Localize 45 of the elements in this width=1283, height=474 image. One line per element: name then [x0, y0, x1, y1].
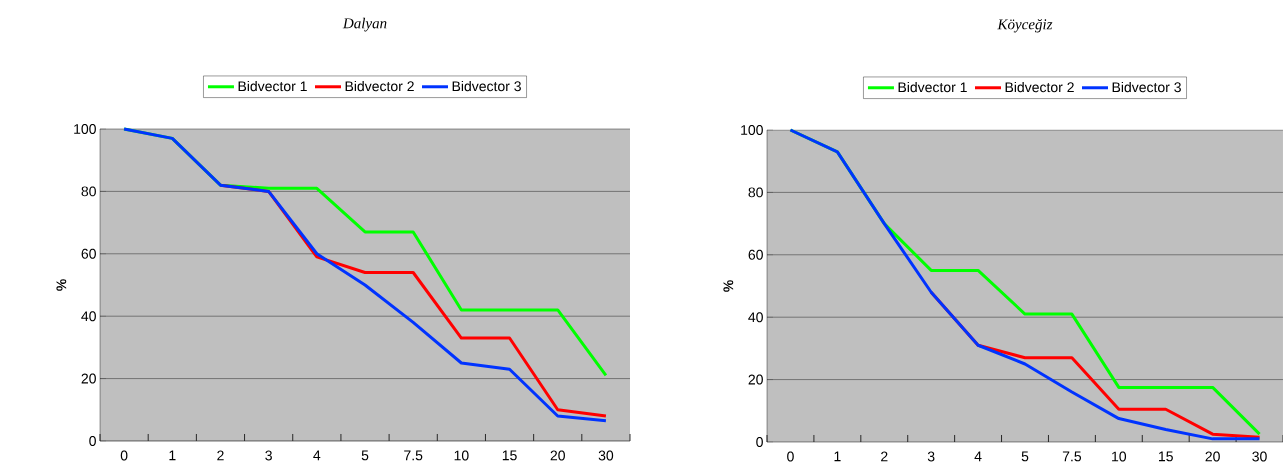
- x-tick-label: 4: [313, 450, 321, 461]
- x-tick-label: 2: [881, 451, 888, 462]
- x-tick-label: 4: [974, 451, 982, 462]
- x-tick-label: 3: [927, 451, 935, 462]
- x-tick-label: 7.5: [404, 450, 423, 461]
- x-tick-label: 5: [361, 450, 369, 461]
- y-tick-label: 0: [89, 436, 96, 446]
- y-tick-label: 60: [748, 249, 763, 260]
- legend-label: Bidvector 3: [1112, 81, 1181, 93]
- x-tick-label: 20: [1205, 451, 1220, 462]
- line-series: [122, 127, 608, 423]
- y-tick-label: 100: [74, 124, 96, 134]
- legend-label: Bidvector 2: [345, 80, 414, 92]
- y-tick-label: 80: [81, 186, 96, 197]
- x-tick-label: 15: [502, 450, 517, 461]
- x-tick-label: 2: [217, 450, 224, 461]
- x-tick-label: 1: [834, 451, 841, 462]
- x-tick-label: 10: [454, 450, 469, 461]
- y-tick-label: 20: [81, 373, 96, 384]
- x-tick-label: 30: [598, 450, 614, 461]
- x-tick-label: 15: [1159, 451, 1173, 462]
- chart-title: Dalyan: [342, 17, 387, 32]
- x-tick-label: 10: [1112, 451, 1127, 462]
- x-tick-label: 30: [1252, 451, 1267, 462]
- legend-label: Bidvector 1: [238, 80, 307, 92]
- x-tick-label: 1: [169, 450, 176, 461]
- x-tick-label: 20: [550, 450, 565, 461]
- y-tick-label: 80: [748, 187, 763, 198]
- legend-label: Bidvector 3: [452, 80, 521, 92]
- y-tick-label: 40: [81, 311, 96, 322]
- legend-label: Bidvector 2: [1005, 81, 1074, 93]
- y-tick-label: 20: [748, 374, 763, 385]
- chart-title: Köyceğiz: [997, 18, 1053, 33]
- y-tick-label: 40: [748, 312, 763, 323]
- y-axis-title: %: [56, 279, 67, 291]
- x-tick-label: 0: [787, 451, 794, 462]
- y-tick-label: 0: [756, 437, 763, 447]
- x-tick-label: 5: [1021, 451, 1029, 462]
- x-tick-label: 3: [265, 450, 272, 461]
- y-tick-label: 60: [81, 248, 96, 259]
- x-tick-label: 0: [120, 450, 128, 461]
- y-tick-label: 100: [741, 125, 763, 135]
- x-tick-label: 7.5: [1062, 451, 1082, 462]
- y-axis-title: %: [723, 280, 734, 292]
- legend-label: Bidvector 1: [898, 81, 967, 93]
